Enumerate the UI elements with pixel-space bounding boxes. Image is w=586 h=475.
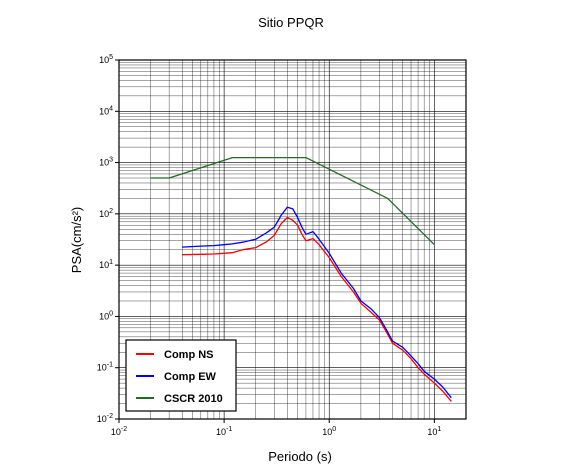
x-tick-label: 10-1	[216, 426, 232, 437]
plot-frame	[118, 59, 467, 420]
y-tick-label: 100	[99, 310, 113, 321]
y-axis-ticks: 10-2 10-1 100 101 102 103 104 105	[97, 54, 119, 424]
series-group	[150, 156, 452, 402]
y-tick-label: 10-2	[97, 413, 113, 424]
legend: Comp NS Comp EW CSCR 2010	[125, 339, 237, 412]
chart-title: Sitio PPQR	[258, 15, 324, 30]
legend-label-3: CSCR 2010	[164, 393, 223, 405]
y-tick-label: 10-1	[97, 362, 113, 373]
x-tick-label: 10-2	[111, 426, 127, 437]
y-tick-label: 101	[99, 259, 113, 270]
series-line-1	[182, 216, 452, 402]
series-line-3	[150, 156, 435, 246]
y-tick-label: 104	[99, 105, 113, 116]
legend-label-1: Comp NS	[164, 349, 214, 361]
plot-border	[118, 59, 467, 420]
y-axis-label: PSA(cm/s²)	[69, 207, 84, 273]
y-tick-label: 105	[99, 54, 113, 65]
x-axis-label: Periodo (s)	[268, 449, 332, 464]
series-line-2	[182, 206, 452, 399]
y-tick-label: 103	[99, 157, 113, 168]
x-tick-label: 101	[427, 426, 441, 437]
x-tick-label: 100	[322, 426, 336, 437]
y-tick-label: 102	[99, 208, 113, 219]
x-axis-ticks: 10-2 10-1 100 101	[111, 419, 441, 437]
legend-label-2: Comp EW	[164, 371, 217, 383]
